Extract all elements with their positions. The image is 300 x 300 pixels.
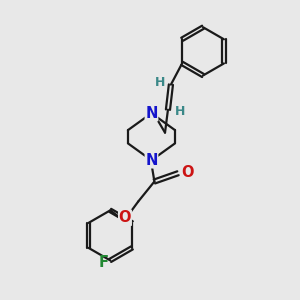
Text: N: N (145, 153, 158, 168)
Text: N: N (145, 106, 158, 121)
Text: H: H (175, 105, 185, 118)
Text: F: F (99, 255, 109, 270)
Text: H: H (154, 76, 165, 89)
Text: O: O (181, 165, 194, 180)
Text: O: O (119, 210, 131, 225)
